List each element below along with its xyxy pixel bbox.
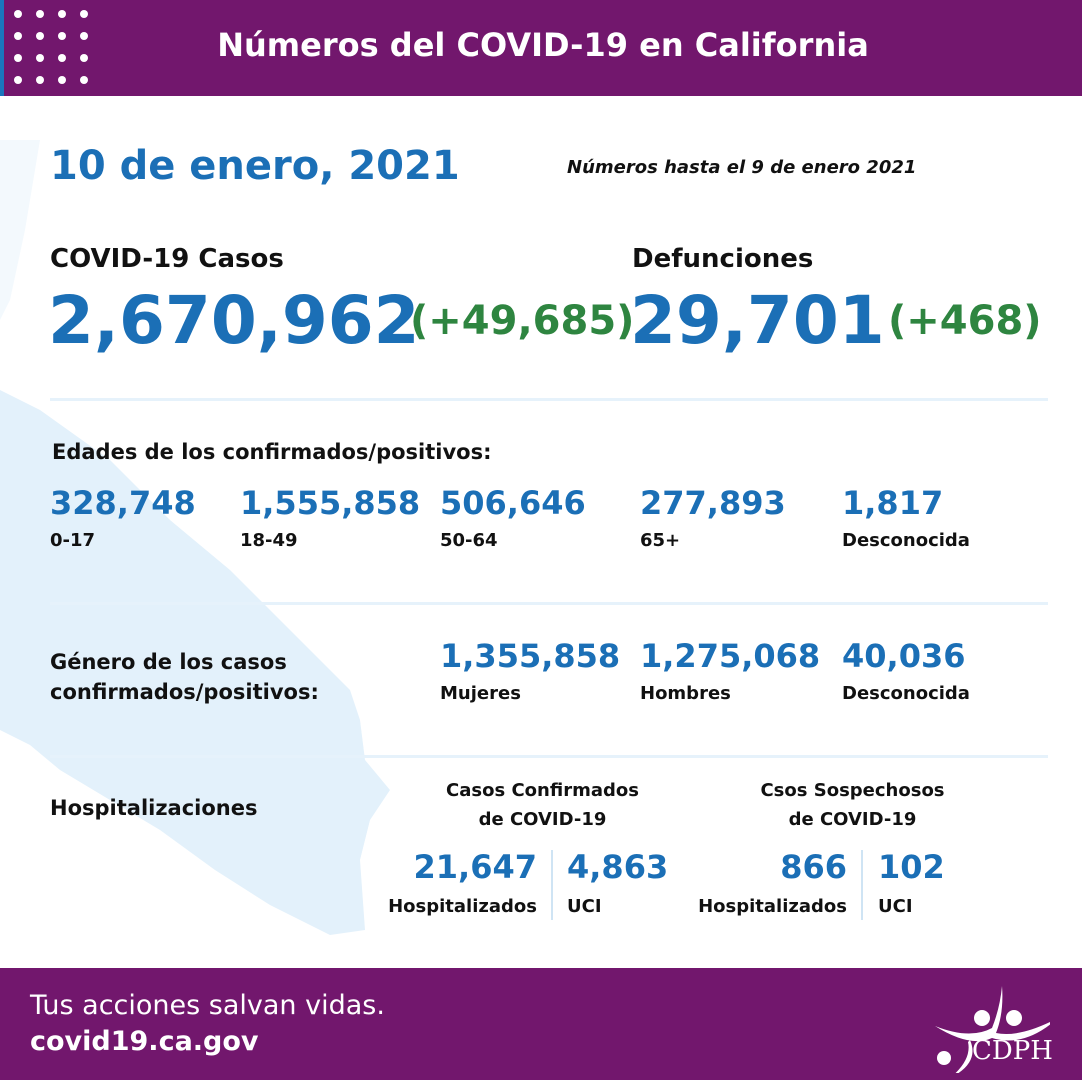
report-date: 10 de enero, 2021 — [50, 143, 460, 189]
divider — [861, 850, 863, 920]
confirmed-icu-value: 4,863 — [567, 848, 669, 886]
dot — [14, 32, 22, 40]
dot — [58, 76, 66, 84]
confirmed-title-line2: de COVID-19 — [478, 809, 607, 830]
gender-group-value: 40,036 — [842, 637, 966, 675]
divider — [50, 398, 1048, 401]
cdph-logo: CDPH — [930, 978, 1058, 1078]
gender-group-value: 1,355,858 — [440, 637, 621, 675]
dot — [14, 76, 22, 84]
age-group-value: 277,893 — [640, 484, 786, 522]
gender-title-line2: confirmados/positivos: — [50, 680, 319, 704]
gender-group-label: Desconocida — [842, 683, 970, 704]
dot — [80, 32, 88, 40]
gender-title: Género de los casos confirmados/positivo… — [50, 647, 319, 707]
confirmed-hosp-label: Hospitalizados — [388, 896, 537, 917]
dot — [36, 32, 44, 40]
dot — [58, 32, 66, 40]
data-as-of: Números hasta el 9 de enero 2021 — [567, 157, 917, 178]
deaths-total: 29,701 — [630, 282, 885, 359]
age-group-value: 1,817 — [842, 484, 944, 522]
confirmed-icu-label: UCI — [567, 896, 602, 917]
hosp-title: Hospitalizaciones — [50, 796, 258, 820]
page-title: Números del COVID-19 en California — [217, 26, 869, 64]
gender-group-value: 1,275,068 — [640, 637, 821, 675]
ages-title: Edades de los confirmados/positivos: — [52, 440, 492, 464]
confirmed-title: Casos Confirmados de COVID-19 — [420, 776, 665, 834]
cdph-logo-icon — [935, 986, 1058, 1078]
age-group-label: 0-17 — [50, 530, 96, 551]
suspected-title-line2: de COVID-19 — [788, 809, 917, 830]
footer-banner: Tus acciones salvan vidas. covid19.ca.go… — [0, 968, 1082, 1080]
suspected-hosp-label: Hospitalizados — [698, 896, 847, 917]
cases-label: COVID-19 Casos — [50, 244, 284, 274]
suspected-title-line1: Csos Sospechosos — [760, 780, 945, 801]
suspected-title: Csos Sospechosos de COVID-19 — [730, 776, 975, 834]
divider — [551, 850, 553, 920]
dot — [58, 98, 66, 106]
gender-group-label: Mujeres — [440, 683, 521, 704]
dot — [14, 54, 22, 62]
suspected-hosp-value: 866 — [780, 848, 847, 886]
logo-text: CDPH — [972, 1036, 1053, 1066]
dot — [58, 54, 66, 62]
confirmed-hosp-value: 21,647 — [413, 848, 537, 886]
cases-change: (+49,685) — [410, 298, 635, 344]
dot — [36, 98, 44, 106]
age-group-label: 65+ — [640, 530, 681, 551]
header-banner: Números del COVID-19 en California — [0, 0, 1082, 106]
cases-total: 2,670,962 — [48, 282, 420, 359]
gender-group-label: Hombres — [640, 683, 731, 704]
gender-title-line1: Género de los casos — [50, 650, 287, 674]
website-link[interactable]: covid19.ca.gov — [30, 1026, 259, 1057]
dot — [14, 98, 22, 106]
suspected-icu-label: UCI — [878, 896, 913, 917]
dot — [14, 10, 22, 18]
dot — [80, 98, 88, 106]
dot — [80, 76, 88, 84]
deaths-label: Defunciones — [632, 244, 814, 274]
divider — [50, 602, 1048, 605]
tagline: Tus acciones salvan vidas. — [30, 990, 385, 1021]
dot — [80, 54, 88, 62]
age-group-value: 506,646 — [440, 484, 586, 522]
age-group-label: 50-64 — [440, 530, 498, 551]
age-group-value: 1,555,858 — [240, 484, 421, 522]
dot — [36, 76, 44, 84]
divider — [50, 755, 1048, 758]
dot — [36, 54, 44, 62]
dot — [80, 10, 88, 18]
deaths-change: (+468) — [888, 298, 1042, 344]
age-group-label: 18-49 — [240, 530, 298, 551]
dot — [36, 10, 44, 18]
confirmed-title-line1: Casos Confirmados — [446, 780, 639, 801]
age-group-value: 328,748 — [50, 484, 196, 522]
dot — [58, 10, 66, 18]
suspected-icu-value: 102 — [878, 848, 945, 886]
age-group-label: Desconocida — [842, 530, 970, 551]
